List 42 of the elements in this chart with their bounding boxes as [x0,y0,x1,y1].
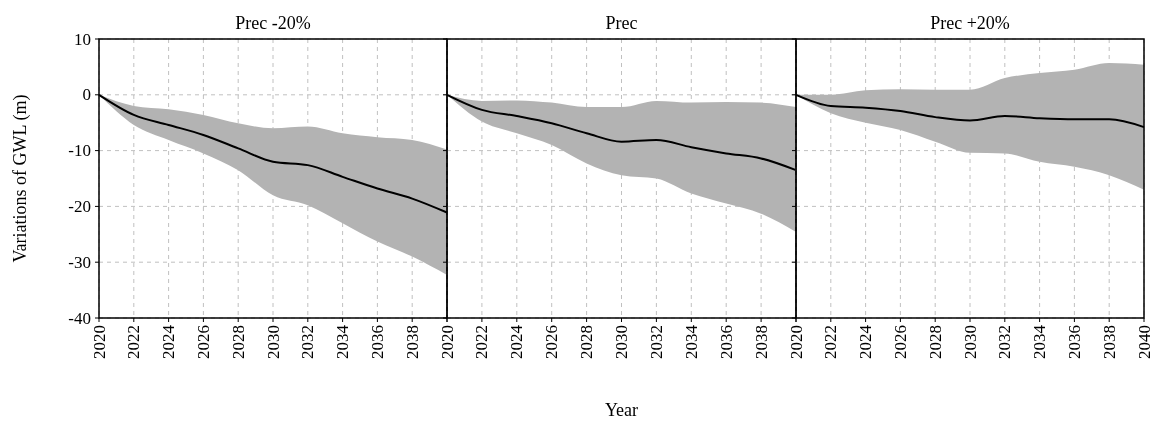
y-axis-title: Variations of GWL (m) [10,94,31,263]
x-tick-label: 2034 [681,324,701,359]
x-tick-label: 2028 [577,325,597,359]
x-axis-title: Year [604,400,639,420]
x-tick-label: 2038 [751,325,771,359]
x-tick-label: 2036 [1064,325,1084,359]
y-tick-label: -30 [68,252,91,272]
x-tick-label: 2032 [298,325,318,359]
x-tick-label: 2040 [1134,325,1153,359]
y-tick-label: 0 [82,85,91,105]
x-tick-label: 2024 [856,324,876,359]
x-tick-label: 2032 [646,325,666,359]
x-tick-label: 2022 [821,325,841,359]
x-tick-label: 2024 [159,324,179,359]
y-tick-label: -10 [68,141,91,161]
x-tick-label: 2034 [333,324,353,359]
x-tick-label: 2020 [786,325,806,359]
x-tick-label: 2022 [472,325,492,359]
x-tick-label: 2024 [507,324,527,359]
x-tick-label: 2036 [367,325,387,359]
chart-title: Prec [605,13,638,33]
x-tick-label: 2038 [402,325,422,359]
x-tick-label: 2036 [716,325,736,359]
x-tick-label: 2020 [437,325,457,359]
x-tick-label: 2026 [193,325,213,359]
x-tick-label: 2034 [1030,324,1050,359]
x-tick-label: 2038 [1099,325,1119,359]
y-tick-label: -40 [68,308,91,328]
x-tick-label: 2026 [890,325,910,359]
x-tick-label: 2026 [542,325,562,359]
x-tick-label: 2030 [612,325,631,359]
chart-title: Prec -20% [235,13,311,33]
y-tick-label: 10 [74,29,91,49]
x-tick-label: 2028 [228,325,248,359]
x-tick-label: 2028 [925,325,945,359]
chart-title: Prec +20% [930,13,1010,33]
x-tick-label: 2030 [263,325,283,359]
x-tick-label: 2032 [995,325,1015,359]
x-tick-label: 2030 [960,325,980,359]
x-tick-label: 2020 [89,325,109,359]
y-tick-label: -20 [68,196,91,216]
x-tick-label: 2022 [124,325,144,359]
